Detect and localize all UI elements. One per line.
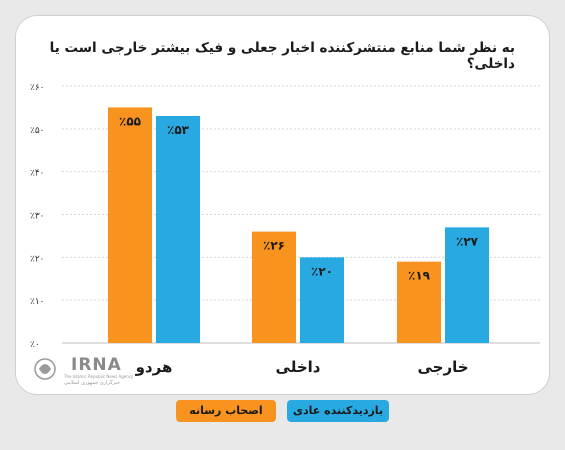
logo-subtitle-en: The Islamic Republic News Agency — [64, 374, 134, 379]
x-tick-label: هردو — [135, 358, 173, 376]
chart-title: به نظر شما منابع منتشرکننده اخبار جعلی و… — [49, 40, 515, 72]
bar — [108, 107, 152, 344]
irna-emblem-icon — [34, 358, 56, 380]
y-tick-label: ٪۰ — [30, 340, 40, 350]
legend-item-visitor: بازدیدکننده عادی — [287, 400, 389, 422]
bar-value-label: ٪۵۵ — [119, 114, 141, 128]
y-tick-label: ٪۶۰ — [30, 83, 45, 93]
bar — [300, 257, 344, 343]
y-tick-label: ٪۳۰ — [30, 212, 45, 222]
bar — [445, 227, 489, 343]
x-tick-label: خارجی — [417, 358, 468, 376]
logo-subtitle-fa: خبرگزاری جمهوری اسلامی — [64, 380, 120, 386]
x-tick-label: داخلی — [276, 358, 321, 376]
logo-wordmark: IRNA — [71, 355, 122, 375]
legend: اصحاب رسانه بازدیدکننده عادی — [0, 400, 565, 424]
bar — [397, 261, 441, 343]
irna-logo: IRNA The Islamic Republic News Agency خب… — [27, 355, 137, 387]
bar-value-label: ٪۲۷ — [456, 234, 479, 248]
bar — [252, 231, 296, 343]
bar-value-label: ٪۲۶ — [263, 239, 285, 253]
bar-value-label: ٪۱۹ — [408, 269, 431, 283]
bar-value-label: ٪۲۰ — [311, 264, 333, 278]
y-tick-label: ٪۴۰ — [30, 169, 45, 179]
bar — [156, 115, 200, 343]
legend-item-media: اصحاب رسانه — [176, 400, 276, 422]
y-tick-label: ٪۲۰ — [30, 254, 45, 264]
y-tick-label: ٪۵۰ — [30, 126, 45, 136]
y-tick-label: ٪۱۰ — [30, 297, 45, 307]
bar-value-label: ٪۵۳ — [167, 123, 190, 137]
